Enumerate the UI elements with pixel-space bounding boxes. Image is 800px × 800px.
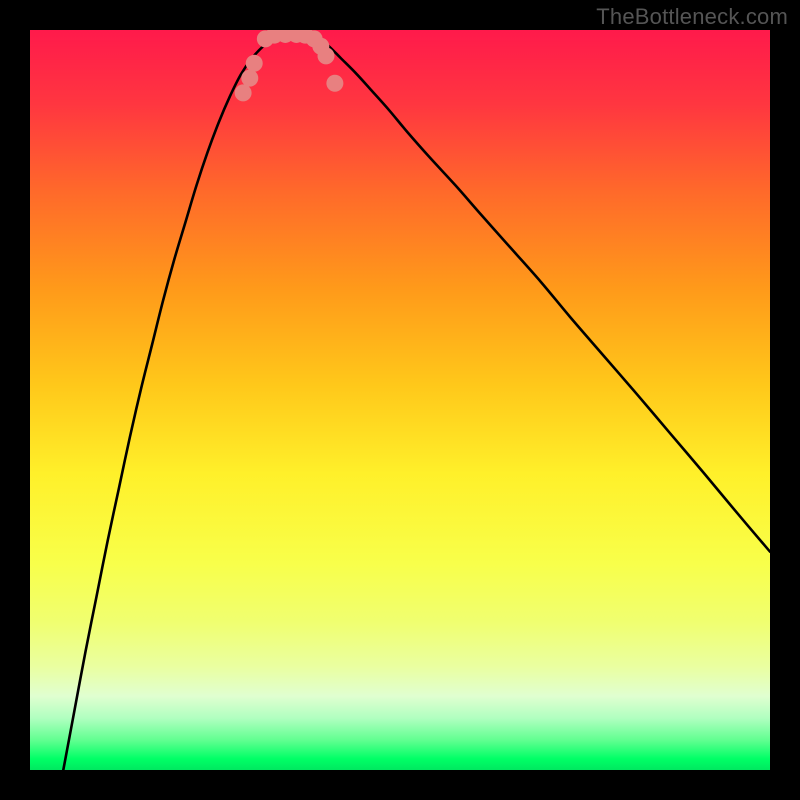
data-marker [241,70,258,87]
bottleneck-chart [30,30,770,770]
data-marker [318,47,335,64]
plot-area [30,30,770,770]
gradient-background [30,30,770,770]
data-marker [326,75,343,92]
watermark-text: TheBottleneck.com [596,4,788,30]
data-marker [246,55,263,72]
data-marker [235,84,252,101]
chart-frame: TheBottleneck.com [0,0,800,800]
